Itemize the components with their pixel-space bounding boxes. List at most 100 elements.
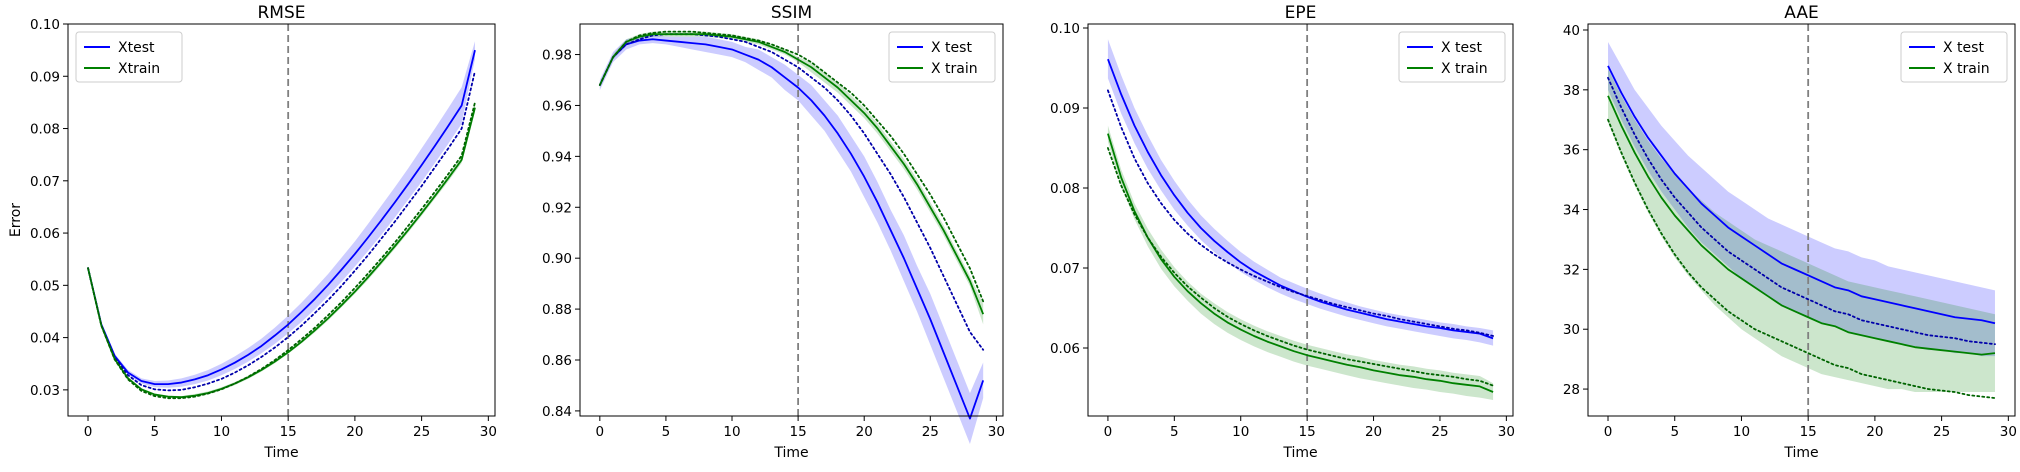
y-tick-label-3-5: 38	[1563, 83, 1580, 99]
legend-label-0-0: Xtest	[118, 40, 155, 56]
x-tick-label-3-6: 30	[2000, 424, 2017, 440]
y-tick-label-0-2: 0.05	[30, 278, 60, 294]
x-axis-label-3: Time	[1783, 445, 1818, 461]
y-tick-label-3-3: 34	[1563, 203, 1580, 219]
y-tick-label-1-5: 0.94	[542, 149, 572, 165]
series-line-1-2	[599, 33, 985, 315]
y-tick-label-0-6: 0.09	[30, 69, 60, 85]
series-line-2-3	[1107, 147, 1494, 387]
legend-label-0-1: Xtrain	[118, 61, 160, 77]
axes-frame-2	[1087, 23, 1514, 417]
x-tick-label-2-3: 15	[1299, 424, 1316, 440]
band-3-2	[1608, 68, 1995, 393]
y-tick-label-2-0: 0.06	[1050, 341, 1080, 357]
y-tick-label-1-2: 0.88	[542, 302, 572, 318]
y-tick-label-0-3: 0.06	[30, 226, 60, 242]
y-tick-label-0-0: 0.03	[30, 383, 60, 399]
x-tick-label-0-2: 10	[213, 424, 230, 440]
x-tick-label-0-3: 15	[280, 424, 297, 440]
y-tick-label-0-5: 0.08	[30, 122, 60, 138]
x-tick-label-1-3: 15	[790, 424, 807, 440]
x-tick-label-0-6: 30	[480, 424, 497, 440]
series-line-3-3	[1607, 118, 1996, 399]
y-tick-label-2-4: 0.10	[1050, 21, 1080, 37]
legend-3: X test X train	[1900, 31, 2008, 83]
chart-title-0: RMSE	[257, 3, 305, 23]
y-tick-label-0-1: 0.04	[30, 331, 60, 347]
x-axis-label-2: Time	[1282, 445, 1317, 461]
axes-frame-0	[67, 23, 496, 417]
y-tick-label-2-2: 0.08	[1050, 181, 1080, 197]
x-tick-label-3-4: 20	[1866, 424, 1883, 440]
x-tick-label-2-6: 30	[1498, 424, 1515, 440]
band-0-2	[88, 103, 475, 399]
y-tick-label-3-0: 28	[1563, 382, 1580, 398]
chart-panel-1: 0 5 10 15 20 25 30 0.84 0.86 0.88 0.90 0.92 0.94 0.96…	[542, 3, 1005, 461]
legend-label-1-0: X test	[931, 40, 972, 56]
series-line-3-2	[1607, 95, 1996, 356]
y-tick-label-1-4: 0.92	[542, 200, 572, 216]
y-tick-label-1-7: 0.98	[542, 48, 572, 64]
series-line-0-0	[87, 49, 476, 386]
x-tick-label-0-4: 20	[346, 424, 363, 440]
legend-1: X test X train	[888, 31, 996, 83]
x-tick-label-3-5: 25	[1933, 424, 1950, 440]
band-3-0	[1608, 41, 1995, 357]
x-tick-label-0-5: 25	[413, 424, 430, 440]
legend-label-3-1: X train	[1943, 61, 1990, 77]
y-tick-label-1-0: 0.84	[542, 404, 572, 420]
x-tick-label-1-0: 0	[596, 424, 605, 440]
x-tick-label-3-0: 0	[1604, 424, 1613, 440]
legend-label-2-1: X train	[1441, 61, 1488, 77]
x-tick-label-2-2: 10	[1232, 424, 1249, 440]
legend-box-3	[1900, 31, 2008, 83]
series-line-3-0	[1607, 65, 1996, 325]
series-line-0-3	[87, 101, 476, 400]
series-line-3-1	[1607, 76, 1996, 346]
x-tick-label-3-3: 15	[1800, 424, 1817, 440]
chart-panel-0: 0 5 10 15 20 25 30 0.03 0.04 0.05 0.06 0.07 0.08 0.09…	[8, 3, 497, 461]
x-tick-label-1-2: 10	[723, 424, 740, 440]
chart-panel-2: 0 5 10 15 20 25 30 0.06 0.07 0.08 0.09 0.10 EPE Time X…	[1050, 3, 1515, 461]
y-tick-label-3-6: 40	[1563, 23, 1580, 39]
x-tick-label-2-5: 25	[1431, 424, 1448, 440]
x-tick-label-3-2: 10	[1733, 424, 1750, 440]
series-line-1-0	[599, 38, 985, 420]
y-tick-label-1-1: 0.86	[542, 353, 572, 369]
y-tick-label-1-6: 0.96	[542, 98, 572, 114]
series-line-2-1	[1107, 89, 1494, 337]
axes-frame-1	[579, 23, 1004, 417]
series-line-1-3	[598, 30, 985, 303]
x-tick-label-2-0: 0	[1104, 424, 1113, 440]
legend-label-2-0: X test	[1441, 40, 1482, 56]
y-tick-label-2-1: 0.07	[1050, 261, 1080, 277]
legend-label-3-0: X test	[1943, 40, 1984, 56]
x-tick-label-0-0: 0	[84, 424, 93, 440]
legend-box-0	[75, 31, 183, 83]
chart-title-1: SSIM	[771, 3, 812, 23]
y-tick-label-3-1: 30	[1563, 322, 1580, 338]
x-tick-label-2-4: 20	[1365, 424, 1382, 440]
y-tick-label-3-2: 32	[1563, 262, 1580, 278]
x-axis-label-1: Time	[773, 445, 808, 461]
x-tick-label-0-1: 5	[150, 424, 159, 440]
legend-box-1	[888, 31, 996, 83]
series-line-2-2	[1107, 133, 1494, 393]
y-axis-label-0: Error	[8, 203, 24, 237]
y-tick-label-3-4: 36	[1563, 143, 1580, 159]
chart-title-2: EPE	[1285, 3, 1317, 23]
series-line-1-1	[598, 33, 985, 351]
axes-frame-3	[1587, 23, 2016, 417]
y-tick-label-1-3: 0.90	[542, 251, 572, 267]
legend-2: X test X train	[1398, 31, 1506, 83]
x-tick-label-1-5: 25	[922, 424, 939, 440]
y-tick-label-2-3: 0.09	[1050, 101, 1080, 117]
x-tick-label-1-4: 20	[856, 424, 873, 440]
series-line-0-2	[87, 107, 476, 399]
band-2-2	[1107, 125, 1494, 400]
series-line-0-1	[87, 70, 476, 392]
x-tick-label-3-1: 5	[1670, 424, 1679, 440]
